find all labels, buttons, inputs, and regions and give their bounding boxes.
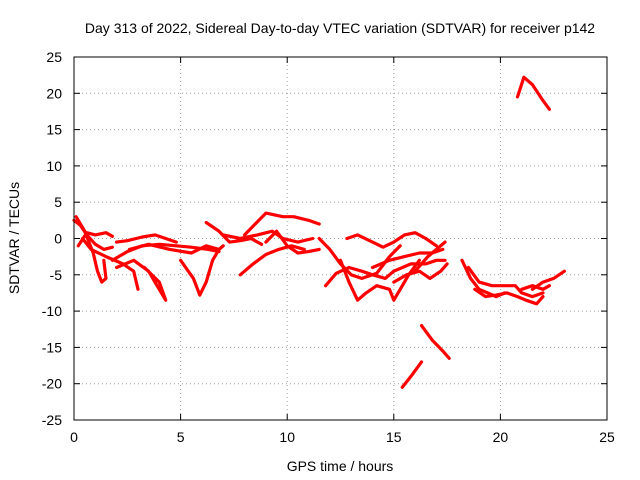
plot-frame [73, 56, 608, 421]
grid-lines [74, 57, 607, 420]
series-track-3 [76, 231, 114, 248]
y-tick-label: 25 [46, 49, 62, 65]
series-track-15 [317, 236, 402, 280]
series-track-18 [345, 231, 438, 249]
series-track-9 [179, 244, 225, 297]
x-tick-label: 25 [599, 429, 615, 445]
series-track-5 [115, 233, 178, 244]
series-track-13 [243, 211, 321, 237]
y-tick-label: -20 [42, 376, 62, 392]
series-track-12 [238, 244, 306, 277]
x-tick-labels: 0 5 10 15 20 25 [70, 429, 615, 445]
series-track-25 [473, 287, 545, 306]
series-track-21 [392, 262, 449, 284]
y-tick-label: -25 [42, 412, 62, 428]
series-track-17 [338, 258, 421, 302]
series-track-23 [460, 258, 507, 299]
axis-ticks [73, 56, 608, 421]
series-track-28 [515, 75, 551, 111]
series-track-11 [221, 229, 315, 244]
y-tick-label: 10 [46, 158, 62, 174]
x-tick-label: 10 [279, 429, 295, 445]
x-tick-label: 5 [177, 429, 185, 445]
y-axis-label: SDTVAR / TECUs [6, 182, 22, 294]
y-tick-label: -10 [42, 303, 62, 319]
series-track-10 [204, 220, 264, 246]
series-track-27 [530, 269, 566, 291]
x-tick-label: 20 [493, 429, 509, 445]
series-track-22 [413, 240, 447, 273]
series-track-16 [324, 265, 396, 288]
series-track-8 [127, 242, 221, 255]
y-tick-label: -5 [50, 267, 63, 283]
series-track-7 [115, 258, 168, 302]
series-track-30 [419, 324, 451, 360]
series-track-2 [74, 215, 108, 284]
y-tick-label: 5 [54, 194, 62, 210]
y-tick-label: 0 [54, 231, 62, 247]
y-tick-label: 15 [46, 122, 62, 138]
chart-title: Day 313 of 2022, Sidereal Day-to-day VTE… [85, 20, 595, 36]
x-tick-label: 0 [70, 429, 78, 445]
data-series [72, 75, 566, 389]
series-track-24 [466, 265, 545, 299]
series-track-20 [392, 258, 447, 273]
y-tick-label: 20 [46, 85, 62, 101]
series-track-29 [400, 360, 424, 389]
y-tick-labels: -25 -20 -15 -10 -5 0 5 10 15 20 25 [42, 49, 62, 428]
series-track-14 [264, 229, 321, 255]
x-axis-label: GPS time / hours [287, 458, 394, 474]
y-tick-label: -15 [42, 339, 62, 355]
x-tick-label: 15 [386, 429, 402, 445]
